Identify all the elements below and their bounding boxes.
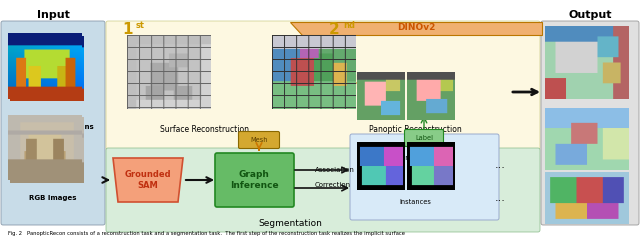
Text: Mesh: Mesh	[250, 137, 268, 143]
Text: Input: Input	[36, 10, 69, 20]
Text: Fig. 2   PanopticRecon consists of a reconstruction task and a segmentation task: Fig. 2 PanopticRecon consists of a recon…	[8, 230, 405, 235]
Text: nd: nd	[343, 22, 355, 30]
Text: Depth Images/Scans: Depth Images/Scans	[13, 124, 93, 130]
FancyBboxPatch shape	[350, 134, 499, 220]
FancyBboxPatch shape	[1, 21, 105, 225]
Polygon shape	[113, 158, 183, 202]
Text: Grounded
SAM: Grounded SAM	[125, 170, 172, 190]
Text: Association: Association	[315, 167, 355, 173]
Polygon shape	[290, 22, 542, 35]
FancyBboxPatch shape	[106, 21, 540, 150]
Text: Output: Output	[568, 10, 612, 20]
Text: Label: Label	[415, 135, 433, 141]
Text: ...: ...	[495, 193, 506, 203]
Text: Panoptic Mesh: Panoptic Mesh	[563, 112, 618, 120]
Text: Instances: Instances	[399, 199, 431, 205]
Text: Panoptic Images: Panoptic Images	[559, 211, 621, 221]
Text: RGB Images: RGB Images	[29, 195, 77, 201]
FancyBboxPatch shape	[215, 153, 294, 207]
FancyBboxPatch shape	[305, 73, 355, 90]
Text: Segmentation: Segmentation	[258, 220, 322, 228]
Text: Initialize: Initialize	[316, 79, 344, 85]
FancyBboxPatch shape	[106, 148, 540, 232]
Text: Semantics: Semantics	[397, 155, 433, 161]
Text: Panoptic Reconstruction: Panoptic Reconstruction	[369, 126, 461, 134]
Text: st: st	[136, 22, 145, 30]
Text: Surface Reconstruction: Surface Reconstruction	[161, 126, 250, 134]
FancyBboxPatch shape	[541, 21, 639, 225]
Text: DINOv2: DINOv2	[397, 24, 435, 32]
FancyBboxPatch shape	[404, 130, 444, 146]
FancyBboxPatch shape	[239, 132, 280, 149]
Text: 1: 1	[122, 23, 133, 37]
Text: ...: ...	[495, 160, 506, 170]
Text: 2: 2	[329, 23, 340, 37]
Text: Correction: Correction	[315, 182, 351, 188]
Text: Panoptic Point Clouds: Panoptic Point Clouds	[552, 172, 628, 178]
Text: Graph
Inference: Graph Inference	[230, 170, 278, 190]
